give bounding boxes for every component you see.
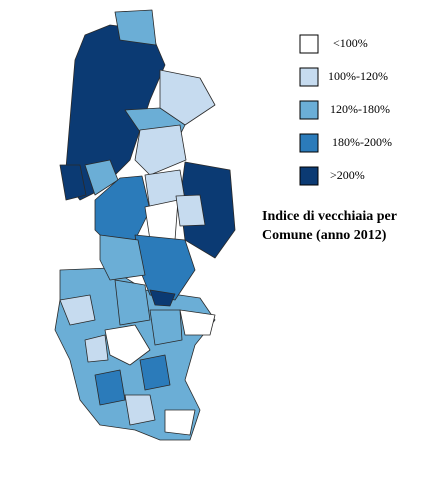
legend-label: 120%-180% bbox=[330, 102, 390, 116]
region bbox=[114, 279, 151, 326]
region bbox=[99, 234, 146, 281]
region bbox=[84, 334, 109, 363]
legend-label: 100%-120% bbox=[328, 69, 388, 83]
legend: <100% 100%-120% 120%-180% 180%-200% >200% bbox=[299, 34, 392, 186]
legend-label: >200% bbox=[330, 168, 365, 182]
region bbox=[59, 294, 96, 326]
region bbox=[164, 409, 196, 436]
region bbox=[159, 69, 216, 126]
region bbox=[179, 309, 216, 336]
region bbox=[94, 369, 126, 406]
region bbox=[144, 199, 179, 241]
region bbox=[134, 124, 187, 176]
region bbox=[59, 164, 87, 201]
legend-swatch bbox=[299, 166, 319, 186]
legend-swatch bbox=[299, 67, 319, 87]
region bbox=[94, 175, 151, 246]
legend-label: <100% bbox=[333, 36, 368, 50]
region bbox=[149, 289, 176, 307]
legend-swatch bbox=[299, 34, 319, 54]
region bbox=[104, 324, 151, 366]
legend-label: 180%-200% bbox=[332, 135, 392, 149]
region bbox=[114, 9, 157, 46]
map-title: Indice di vecchiaia per Comune (anno 201… bbox=[262, 209, 397, 243]
legend-swatch bbox=[299, 100, 319, 120]
region bbox=[149, 309, 183, 346]
region bbox=[124, 394, 156, 426]
map-regions bbox=[54, 9, 236, 441]
region bbox=[139, 354, 171, 391]
legend-swatch bbox=[299, 133, 319, 153]
region bbox=[175, 194, 206, 227]
